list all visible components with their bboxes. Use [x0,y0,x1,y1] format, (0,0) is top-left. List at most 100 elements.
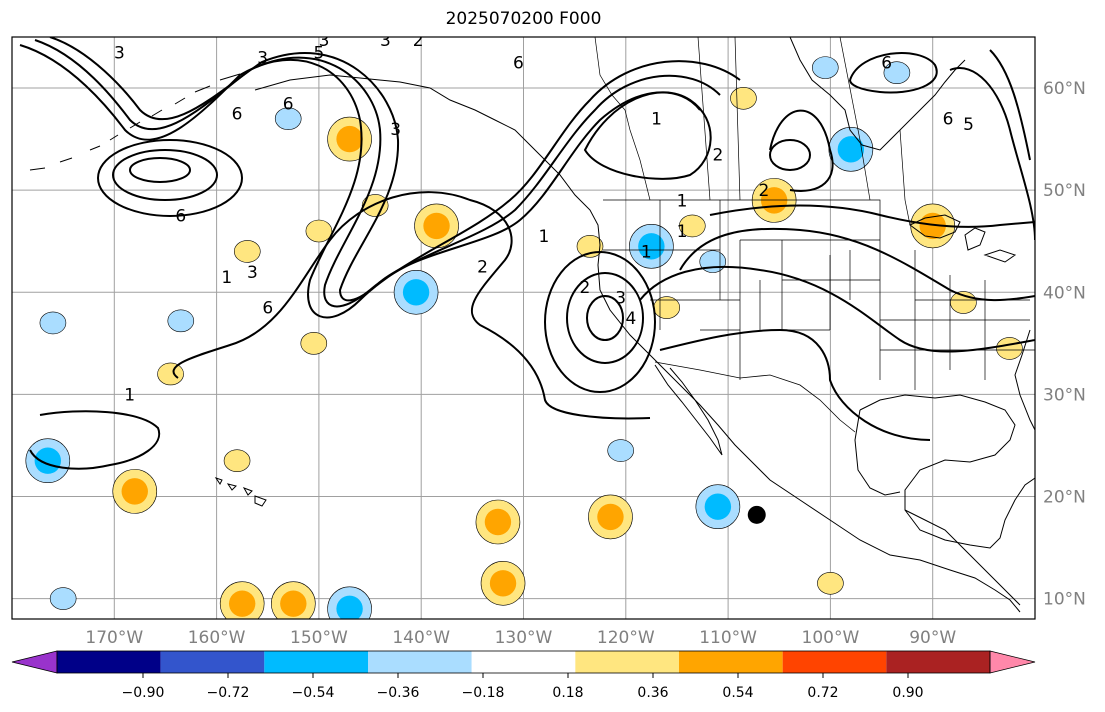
anomaly-core [919,212,946,240]
anomaly-core [484,508,512,536]
latitude-tick-label: 10°N [1043,590,1086,610]
contour-us-zonal-2 [679,227,1035,302]
anomaly-core [121,478,148,505]
contour-label: 1 [539,227,550,247]
anomaly-region [607,439,634,462]
contour-label: 1 [677,222,688,242]
anomaly-region [811,56,839,79]
anomaly-region [883,61,911,85]
contour-trough-1 [19,44,741,319]
contour-label: 3 [390,120,401,140]
longitude-tick-label: 100°W [802,628,860,648]
longitude-tick-label: 160°W [188,628,246,648]
contour-trough-2 [34,39,721,308]
contour-northeast-3 [949,67,1035,241]
anomaly-core [228,590,256,617]
anomaly-core [837,136,865,163]
graticule [12,37,1035,619]
colorbar-outline [56,650,991,674]
colorbar-bin [160,651,265,673]
contour-label: 3 [615,288,626,308]
colorbar-tick-label: −0.72 [207,685,250,701]
contour-label: 5 [313,43,324,63]
longitude-tick-label: 170°W [85,628,143,648]
contour-label: 1 [677,191,688,211]
anomaly-core [597,503,624,531]
anomaly-core [704,493,732,520]
contour-label: 2 [758,181,769,201]
hudson-bay-coast [789,37,966,151]
contour-label: 5 [963,115,974,135]
anomaly-region [730,86,757,110]
contour-aleutian-low-2 [112,149,218,201]
colorbar: −0.90 −0.72 −0.54 −0.36 −0.18 0.18 0.36 0.54 0.7… [11,650,1036,701]
contour-label: 3 [380,31,391,51]
north-america-coastline [254,74,1021,613]
latitude-tick-label: 40°N [1043,283,1086,303]
contour-label: 1 [221,268,232,288]
contour-label: 6 [283,94,294,114]
anomaly-region [49,587,77,610]
colorbar-bin [679,651,783,673]
longitude-tick-labels: 170°W 160°W 150°W 140°W 130°W 120°W 110°W 100°W… [85,628,956,648]
anomaly-region [157,362,184,386]
colorbar-bin [57,651,161,673]
contour-northeast-2 [769,109,834,192]
contour-northeast-1 [849,52,938,94]
colorbar-tick-label: 0.72 [807,685,838,701]
longitude-tick-label: 90°W [909,628,956,648]
map-frame [11,36,1036,620]
latitude-tick-label: 60°N [1043,79,1086,99]
coastlines-and-borders [29,37,1035,613]
longitude-tick-label: 140°W [392,628,450,648]
contour-label: 3 [319,31,330,51]
gulf-of-mexico-coast [854,394,1035,549]
colorbar-tick-label: 0.18 [552,685,583,701]
colorbar-bin [471,651,576,673]
map-title: 2025070200 F000 [445,9,602,29]
hawaiian-islands [214,477,267,507]
colorbar-tick-label: −0.90 [122,685,165,701]
anomaly-core [489,570,517,597]
contour-label: 2 [712,145,723,165]
contour-label: 2 [413,31,424,51]
central-america-coast [904,509,1021,606]
contour-label: 2 [477,258,488,278]
contour-us-zonal-1 [709,204,1035,228]
contour-lines [19,37,1035,470]
us-mexico-border [654,361,856,433]
longitude-tick-label: 120°W [597,628,655,648]
contour-label: 6 [232,105,243,125]
anomaly-core [34,447,62,474]
colorbar-tick-label: 0.54 [722,685,753,701]
contour-us-zonal-3 [639,265,1035,353]
colorbar-bin [886,651,990,673]
contour-label: 3 [247,263,258,283]
contour-label: 6 [262,299,273,319]
colorbar-bin [782,651,887,673]
colorbar-bin [575,651,679,673]
longitude-tick-label: 110°W [699,628,757,648]
contour-aleutian-low-3 [97,139,243,217]
baja-peninsula [654,364,723,456]
contour-label: 6 [175,207,186,227]
contour-label: 6 [513,54,524,74]
latitude-tick-label: 50°N [1043,181,1086,201]
colorbar-tick-label: −0.54 [292,685,335,701]
colorbar-tick-label: 0.36 [637,685,668,701]
colorbar-extend-max [989,650,1036,674]
contour-label: 2 [579,278,590,298]
anomaly-region [361,194,389,217]
latitude-tick-label: 20°N [1043,487,1086,507]
anomaly-region [305,219,333,243]
anomaly-core [280,590,307,617]
florida-east-coast [1014,329,1035,431]
contour-aleutian-low-1 [129,157,191,183]
colorbar-tick-label: 0.90 [892,685,923,701]
colorbar-bin [368,651,472,673]
location-marker [747,505,766,524]
anomaly-region [274,107,302,130]
contour-label: 1 [641,242,652,262]
